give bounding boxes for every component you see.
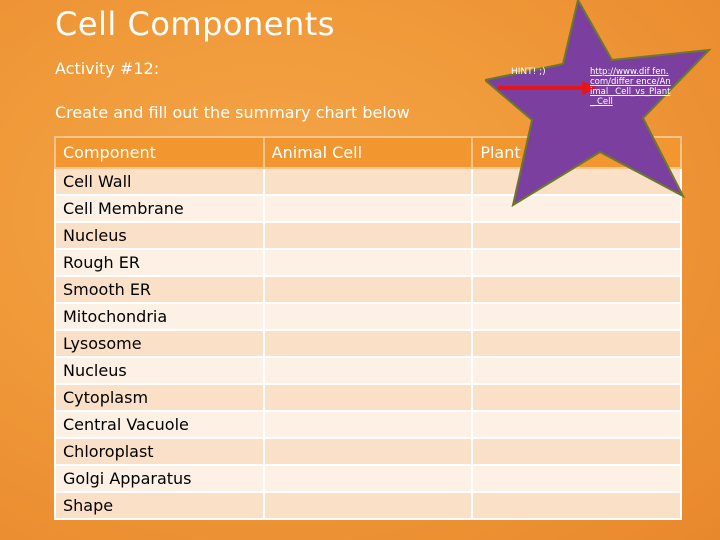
- header-component: Component: [54, 136, 265, 169]
- plant-cell-entry: [471, 410, 682, 439]
- component-cell: Cell Wall: [54, 167, 265, 196]
- table-row: Nucleus: [54, 356, 682, 385]
- component-cell: Mitochondria: [54, 302, 265, 331]
- animal-cell-entry: [262, 248, 474, 277]
- animal-cell-entry: [262, 302, 474, 331]
- plant-cell-entry: [471, 329, 682, 358]
- table-row: Cell Wall: [54, 167, 682, 196]
- animal-cell-entry: [262, 464, 474, 493]
- plant-cell-entry: [471, 221, 682, 250]
- component-cell: Rough ER: [54, 248, 265, 277]
- plant-cell-entry: [471, 248, 682, 277]
- table-row: Central Vacuole: [54, 410, 682, 439]
- table-row: Nucleus: [54, 221, 682, 250]
- header-animal-cell: Animal Cell: [262, 136, 474, 169]
- component-cell: Central Vacuole: [54, 410, 265, 439]
- plant-cell-entry: [471, 302, 682, 331]
- plant-cell-entry: [471, 356, 682, 385]
- arrow-right-icon: [498, 81, 597, 95]
- animal-cell-entry: [262, 275, 474, 304]
- plant-cell-entry: [471, 383, 682, 412]
- hint-label: HINT! ;): [511, 67, 546, 77]
- table-row: Cytoplasm: [54, 383, 682, 412]
- component-cell: Cytoplasm: [54, 383, 265, 412]
- component-cell: Cell Membrane: [54, 194, 265, 223]
- table-row: Lysosome: [54, 329, 682, 358]
- plant-cell-entry: [471, 275, 682, 304]
- plant-cell-entry: [471, 464, 682, 493]
- animal-cell-entry: [262, 410, 474, 439]
- plant-cell-entry: [471, 167, 682, 196]
- table-row: Golgi Apparatus: [54, 464, 682, 493]
- plant-cell-entry: [471, 194, 682, 223]
- table-row: Rough ER: [54, 248, 682, 277]
- plant-cell-entry: [471, 491, 682, 520]
- component-cell: Shape: [54, 491, 265, 520]
- animal-cell-entry: [262, 221, 474, 250]
- animal-cell-entry: [262, 491, 474, 520]
- table-row: Chloroplast: [54, 437, 682, 466]
- component-cell: Nucleus: [54, 356, 265, 385]
- animal-cell-entry: [262, 356, 474, 385]
- table-row: Smooth ER: [54, 275, 682, 304]
- animal-cell-entry: [262, 329, 474, 358]
- component-cell: Lysosome: [54, 329, 265, 358]
- star-icon: [485, 0, 712, 208]
- plant-cell-entry: [471, 437, 682, 466]
- component-cell: Chloroplast: [54, 437, 265, 466]
- diffen-link[interactable]: http://www.dif fen.com/differ ence/Anima…: [590, 67, 671, 107]
- activity-label: Activity #12:: [55, 59, 160, 78]
- slide-title: Cell Components: [55, 5, 335, 43]
- component-cell: Nucleus: [54, 221, 265, 250]
- table-row: Mitochondria: [54, 302, 682, 331]
- component-cell: Smooth ER: [54, 275, 265, 304]
- table-row: Shape: [54, 491, 682, 520]
- animal-cell-entry: [262, 383, 474, 412]
- instructions-text: Create and fill out the summary chart be…: [55, 103, 410, 122]
- component-cell: Golgi Apparatus: [54, 464, 265, 493]
- animal-cell-entry: [262, 194, 474, 223]
- summary-chart: Component Animal Cell Plant Cell Cell Wa…: [54, 136, 682, 520]
- table-row: Cell Membrane: [54, 194, 682, 223]
- animal-cell-entry: [262, 167, 474, 196]
- animal-cell-entry: [262, 437, 474, 466]
